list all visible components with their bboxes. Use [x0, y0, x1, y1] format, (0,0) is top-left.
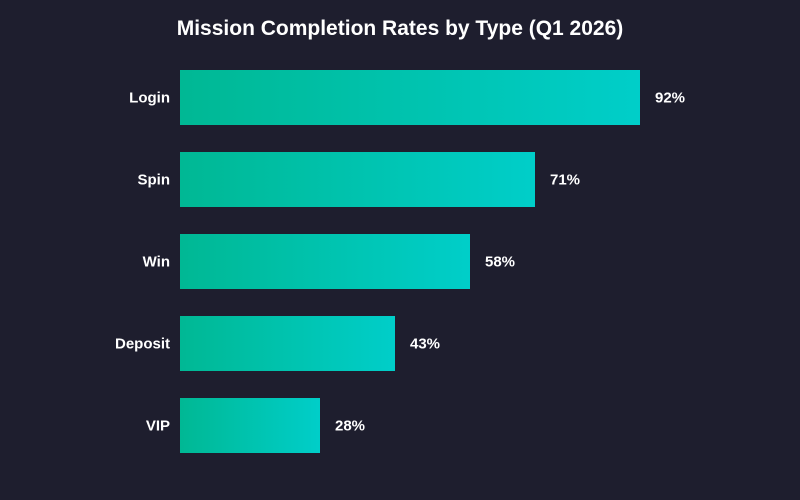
category-label: VIP [146, 418, 170, 435]
bar-deposit [180, 316, 395, 371]
bar-spin [180, 152, 535, 207]
category-label: Spin [138, 172, 171, 189]
value-label: 58% [485, 254, 515, 271]
value-label: 43% [410, 336, 440, 353]
bar-login [180, 70, 640, 125]
bar-vip [180, 398, 320, 453]
bar-win [180, 234, 470, 289]
category-label: Login [129, 90, 170, 107]
value-label: 92% [655, 90, 685, 107]
category-label: Win [143, 254, 170, 271]
category-label: Deposit [115, 336, 170, 353]
value-label: 28% [335, 418, 365, 435]
value-label: 71% [550, 172, 580, 189]
bars-group: Login 92% Spin 71% Win 58% Deposit 43% VIP 28% [115, 70, 685, 453]
chart-title: Mission Completion Rates by Type (Q1 202… [177, 17, 624, 40]
